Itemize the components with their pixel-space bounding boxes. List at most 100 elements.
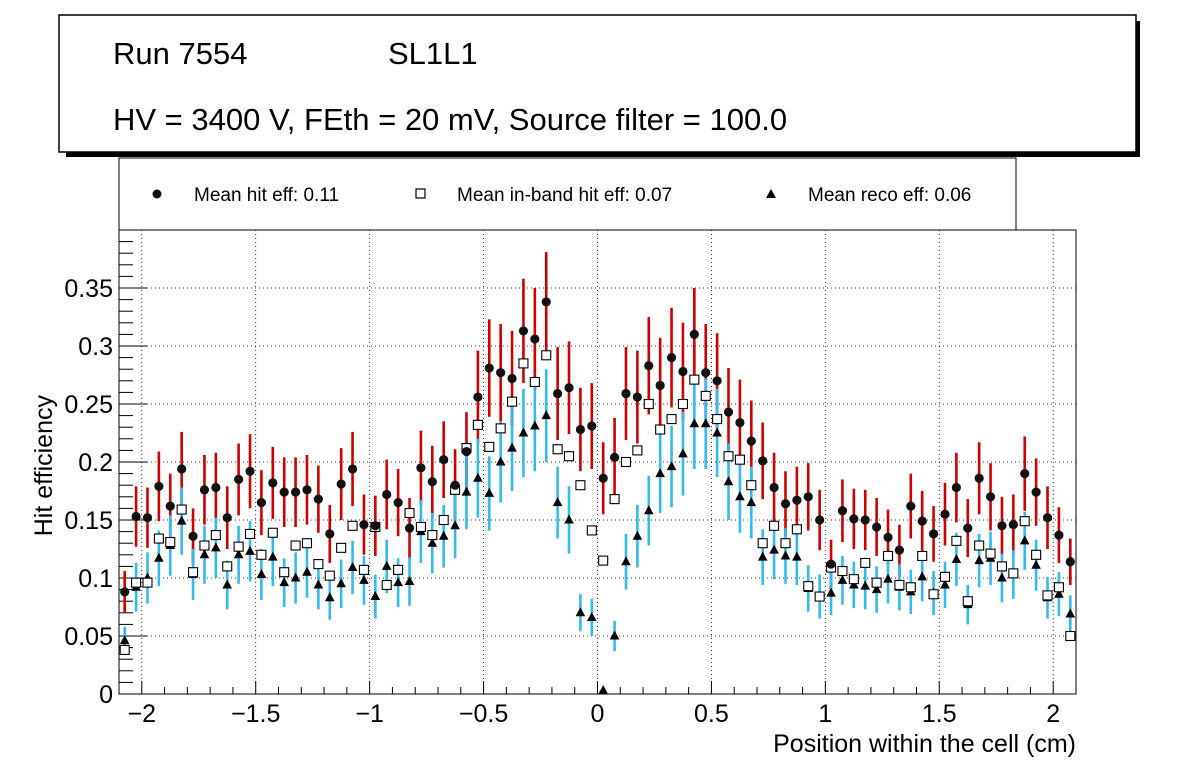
- inband-point: [791, 524, 802, 535]
- inband-point: [620, 456, 632, 468]
- inband-point: [244, 528, 256, 539]
- y-tick-label: 0.15: [64, 507, 113, 535]
- inband-point: [962, 596, 973, 607]
- reco-point: [404, 575, 415, 585]
- inband-point: [415, 521, 426, 533]
- hit-point: [872, 522, 882, 532]
- reco-point: [917, 571, 927, 581]
- hit-point: [758, 456, 768, 466]
- inband-point: [119, 644, 130, 655]
- y-tick-label: 0.35: [64, 275, 113, 303]
- hit-point: [849, 514, 859, 524]
- reco-point: [1065, 608, 1076, 618]
- inband-point: [837, 565, 848, 577]
- legend-hit-marker: [152, 189, 162, 199]
- reco-point: [666, 461, 677, 471]
- reco-point: [792, 551, 802, 561]
- inband-point: [210, 530, 221, 541]
- inband-point: [165, 536, 176, 548]
- inband-point: [131, 577, 142, 588]
- inband-point: [199, 540, 210, 551]
- inband-point: [188, 567, 199, 578]
- hit-point: [940, 509, 950, 519]
- inband-point: [939, 571, 951, 582]
- hit-point: [666, 353, 677, 363]
- reco-point: [268, 551, 278, 561]
- reco-point: [826, 587, 836, 597]
- inband-point: [643, 398, 654, 410]
- reco-point: [222, 579, 233, 589]
- inband-point: [1008, 568, 1019, 579]
- inband-point: [860, 557, 871, 568]
- y-axis-label: Hit efficiency: [30, 395, 58, 537]
- hit-point: [279, 487, 289, 497]
- hit-point: [177, 464, 187, 474]
- hit-point: [347, 464, 358, 474]
- reco-point: [575, 607, 586, 617]
- reco-point: [780, 550, 791, 560]
- inband-point: [951, 535, 962, 546]
- reco-point: [530, 420, 540, 430]
- reco-point: [518, 427, 529, 437]
- hit-point: [461, 446, 472, 457]
- reco-point: [655, 468, 665, 478]
- hit-point: [302, 485, 312, 495]
- inband-point: [780, 538, 791, 549]
- inband-point: [529, 376, 540, 388]
- hit-point: [906, 501, 916, 511]
- hit-point: [621, 388, 631, 399]
- inband-point: [438, 514, 449, 526]
- x-tick-labels: −2 −1.5 −1 −0.5 0 0.5 1 1.5 2: [128, 700, 1061, 728]
- inband-point: [552, 444, 563, 455]
- inband-point: [427, 530, 438, 541]
- reco-point: [211, 542, 221, 552]
- inband-point: [290, 540, 301, 551]
- y-tick-label: 0: [99, 681, 113, 709]
- inband-point: [700, 390, 711, 401]
- reco-point: [393, 577, 403, 587]
- reco-point: [552, 497, 563, 507]
- hit-point: [564, 383, 574, 393]
- hit-point: [587, 421, 597, 431]
- hit-point: [963, 523, 973, 533]
- reco-point: [347, 562, 358, 572]
- reco-point: [336, 578, 346, 588]
- hit-point: [928, 529, 939, 539]
- y-tick-label: 0.05: [64, 623, 113, 651]
- inband-point: [1053, 582, 1064, 593]
- inband-point: [723, 451, 734, 462]
- hit-point: [1065, 557, 1075, 567]
- hit-point: [917, 516, 927, 526]
- reco-point: [689, 418, 700, 428]
- reco-point: [723, 476, 734, 486]
- inband-point: [677, 398, 688, 410]
- hit-point: [518, 326, 529, 336]
- hit-point: [131, 511, 141, 522]
- inband-point: [689, 374, 700, 385]
- hit-point: [974, 473, 984, 483]
- title-box: [58, 14, 1137, 153]
- reco-point: [700, 418, 711, 428]
- hit-point: [120, 587, 130, 597]
- reco-point: [176, 515, 187, 525]
- hit-point: [632, 392, 642, 402]
- conditions-label: HV = 3400 V, FEth = 20 mV, Source filter…: [113, 102, 787, 137]
- hit-point: [382, 489, 392, 500]
- inband-point: [894, 579, 905, 591]
- hit-point: [142, 513, 153, 523]
- hit-point: [325, 529, 335, 539]
- inband-point: [586, 525, 597, 536]
- inband-point: [381, 579, 392, 591]
- inband-point: [666, 414, 677, 425]
- hit-point: [769, 482, 779, 493]
- hit-point: [644, 361, 654, 371]
- inband-point: [484, 441, 495, 452]
- hit-point: [211, 482, 221, 493]
- inband-point: [814, 591, 825, 602]
- inband-point: [324, 570, 335, 581]
- inband-point: [358, 564, 369, 575]
- reco-point: [587, 611, 597, 621]
- hit-point: [336, 479, 346, 489]
- hit-point: [473, 392, 483, 402]
- y-tick-label: 0.3: [78, 333, 113, 361]
